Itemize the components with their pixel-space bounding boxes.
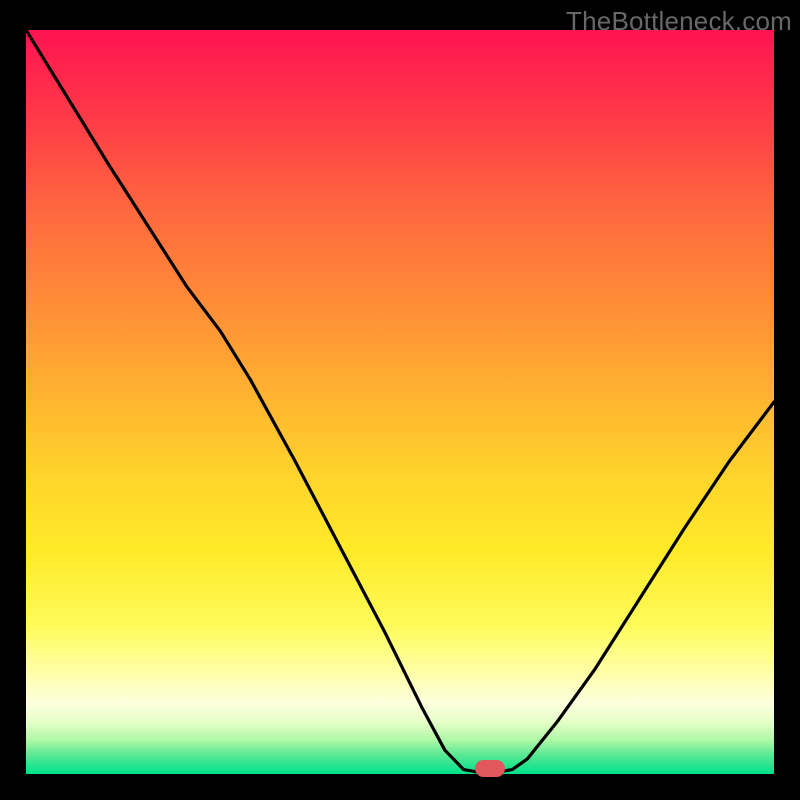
plot-area: [26, 30, 774, 774]
bottleneck-curve: [26, 30, 774, 774]
optimum-marker: [475, 760, 505, 777]
watermark-text: TheBottleneck.com: [566, 6, 792, 37]
chart-container: TheBottleneck.com: [0, 0, 800, 800]
